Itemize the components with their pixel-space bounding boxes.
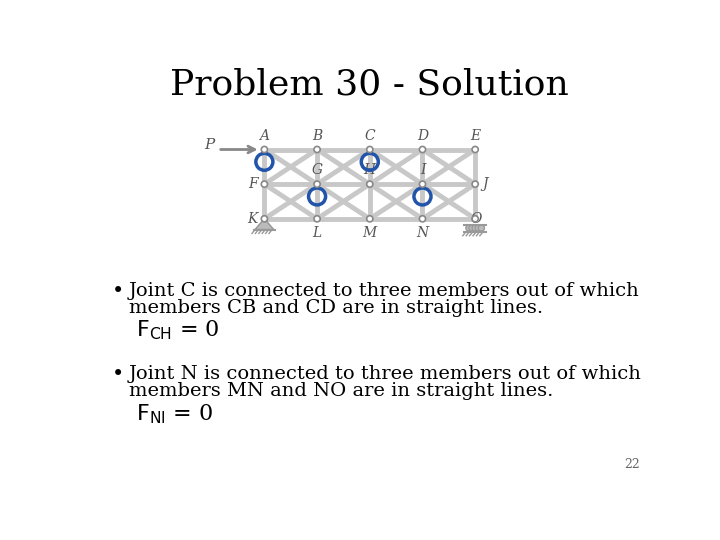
Text: K: K: [247, 212, 258, 226]
Text: J: J: [482, 177, 487, 191]
Circle shape: [261, 146, 267, 153]
Text: members CB and CD are in straight lines.: members CB and CD are in straight lines.: [129, 299, 543, 317]
Text: •: •: [112, 365, 124, 384]
Text: $\mathrm{F_{CH}}$ = 0: $\mathrm{F_{CH}}$ = 0: [137, 319, 220, 342]
Circle shape: [475, 225, 482, 231]
Text: F: F: [248, 177, 258, 191]
Circle shape: [472, 146, 478, 153]
Text: I: I: [420, 163, 426, 177]
Text: H: H: [364, 163, 376, 177]
Text: N: N: [416, 226, 428, 240]
Circle shape: [419, 215, 426, 222]
Text: C: C: [364, 129, 375, 143]
Circle shape: [472, 181, 478, 187]
Text: L: L: [312, 226, 322, 240]
Text: Joint C is connected to three members out of which: Joint C is connected to three members ou…: [129, 282, 639, 300]
Circle shape: [261, 181, 267, 187]
Text: E: E: [470, 129, 480, 143]
Text: $\mathrm{F_{NI}}$ = 0: $\mathrm{F_{NI}}$ = 0: [137, 402, 214, 426]
Circle shape: [419, 146, 426, 153]
Text: O: O: [471, 212, 482, 226]
Text: •: •: [112, 282, 124, 301]
Circle shape: [478, 225, 485, 231]
Circle shape: [366, 146, 373, 153]
Text: M: M: [363, 226, 377, 240]
Circle shape: [314, 181, 320, 187]
Circle shape: [314, 146, 320, 153]
Text: A: A: [259, 129, 269, 143]
Text: D: D: [417, 129, 428, 143]
Circle shape: [469, 225, 475, 231]
Text: members MN and NO are in straight lines.: members MN and NO are in straight lines.: [129, 382, 553, 400]
Text: 22: 22: [624, 458, 640, 471]
Circle shape: [366, 181, 373, 187]
Circle shape: [261, 215, 267, 222]
Polygon shape: [255, 219, 274, 230]
Text: G: G: [312, 163, 323, 177]
Text: Joint N is connected to three members out of which: Joint N is connected to three members ou…: [129, 365, 642, 383]
Circle shape: [419, 181, 426, 187]
Circle shape: [466, 225, 472, 231]
Circle shape: [314, 215, 320, 222]
Text: P: P: [204, 138, 214, 152]
Text: Problem 30 - Solution: Problem 30 - Solution: [170, 67, 568, 101]
Circle shape: [366, 215, 373, 222]
Circle shape: [472, 215, 478, 222]
Text: B: B: [312, 129, 323, 143]
Circle shape: [472, 225, 478, 231]
